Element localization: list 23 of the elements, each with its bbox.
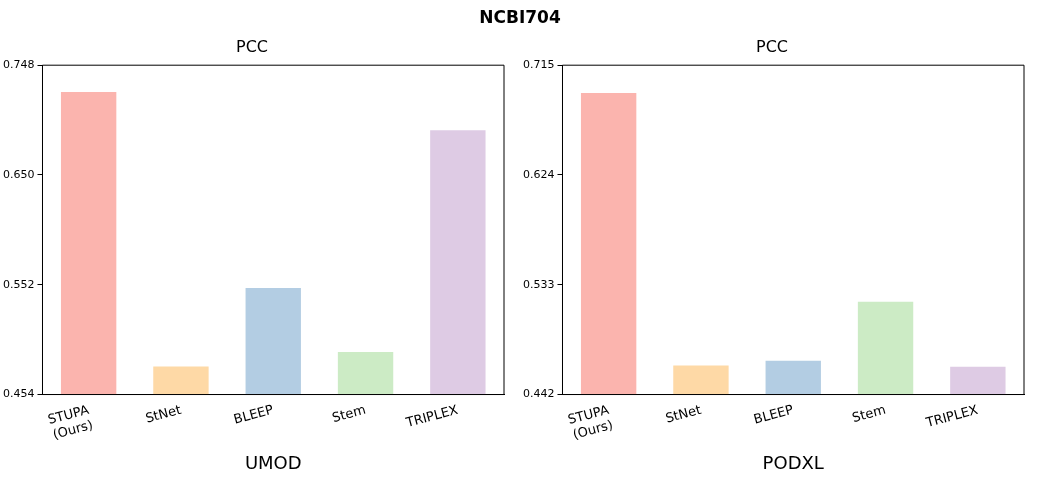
x-tick-label: StNet — [663, 401, 703, 426]
x-tick-label: Stem — [850, 401, 888, 426]
y-tick-label: 0.454 — [2, 387, 35, 401]
y-tick-label: 0.533 — [522, 277, 555, 291]
x-tick-label: TRIPLEX — [403, 401, 460, 431]
y-tick-label: 0.748 — [2, 58, 35, 72]
y-tick-label: 0.715 — [522, 58, 555, 72]
x-tick-label: STUPA (Ours) — [566, 401, 615, 442]
x-tick-label: StNet — [143, 401, 183, 426]
x-tick-label: BLEEP — [231, 401, 276, 427]
y-tick-label: 0.624 — [522, 167, 555, 181]
x-tick-label: STUPA (Ours) — [46, 401, 95, 442]
x-tick-label: TRIPLEX — [923, 401, 980, 431]
x-tick-label: Stem — [330, 401, 368, 426]
y-tick-label: 0.552 — [2, 277, 35, 291]
y-tick-label: 0.650 — [2, 167, 35, 181]
x-axis-title: PODXL — [762, 451, 824, 473]
x-axis-title: UMOD — [244, 451, 302, 473]
chart-title: PCC — [756, 36, 788, 56]
text: NCBI704 — [478, 6, 562, 29]
x-tick-label: BLEEP — [751, 401, 796, 427]
chart-title: PCC — [236, 36, 268, 56]
y-tick-label: 0.442 — [522, 387, 555, 401]
